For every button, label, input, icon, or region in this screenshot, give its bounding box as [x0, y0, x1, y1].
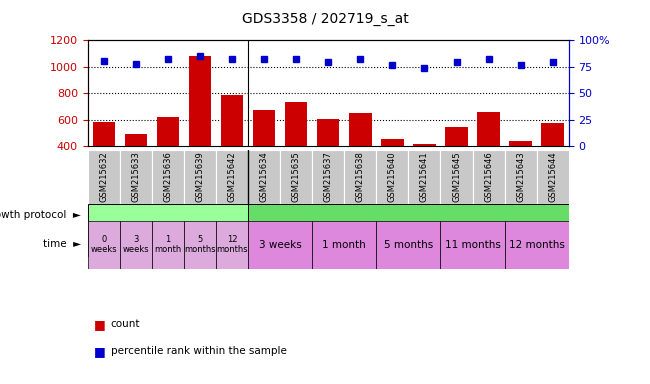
- Bar: [125, 134, 147, 146]
- Text: GSM215637: GSM215637: [324, 151, 333, 202]
- Text: GSM215636: GSM215636: [163, 151, 172, 202]
- Text: androgen-deprived: androgen-deprived: [355, 225, 462, 235]
- Bar: [216, 221, 248, 269]
- Bar: [120, 150, 152, 204]
- Text: GSM215635: GSM215635: [292, 151, 301, 202]
- Text: ■: ■: [94, 318, 110, 331]
- Bar: [157, 117, 179, 146]
- Text: GSM215638: GSM215638: [356, 151, 365, 202]
- Text: ■: ■: [94, 345, 110, 358]
- Bar: [441, 221, 504, 269]
- Bar: [477, 112, 500, 146]
- Bar: [216, 150, 248, 204]
- Text: growth protocol  ►: growth protocol ►: [0, 210, 81, 220]
- Text: GSM215646: GSM215646: [484, 151, 493, 202]
- Bar: [408, 150, 441, 204]
- Bar: [376, 221, 441, 269]
- Bar: [376, 150, 408, 204]
- Bar: [445, 127, 468, 146]
- Bar: [504, 150, 537, 204]
- Bar: [248, 204, 569, 257]
- Bar: [88, 204, 248, 257]
- Bar: [152, 150, 184, 204]
- Bar: [248, 221, 312, 269]
- Bar: [120, 221, 152, 269]
- Bar: [285, 103, 307, 146]
- Text: count: count: [111, 319, 140, 329]
- Text: GSM215634: GSM215634: [259, 151, 268, 202]
- Bar: [248, 150, 280, 204]
- Bar: [344, 150, 376, 204]
- Bar: [280, 150, 312, 204]
- Bar: [317, 119, 339, 146]
- Text: 5 months: 5 months: [384, 240, 433, 250]
- Text: GSM215643: GSM215643: [516, 151, 525, 202]
- Bar: [152, 221, 184, 269]
- Text: 1
month: 1 month: [154, 235, 181, 255]
- Bar: [184, 221, 216, 269]
- Bar: [312, 221, 376, 269]
- Text: 0
weeks: 0 weeks: [90, 235, 117, 255]
- Text: 11 months: 11 months: [445, 240, 500, 250]
- Bar: [381, 139, 404, 146]
- Bar: [184, 150, 216, 204]
- Text: 5
months: 5 months: [184, 235, 216, 255]
- Bar: [253, 109, 276, 146]
- Bar: [413, 144, 436, 146]
- Text: GSM215632: GSM215632: [99, 151, 109, 202]
- Text: 1 month: 1 month: [322, 240, 366, 250]
- Text: GSM215641: GSM215641: [420, 151, 429, 202]
- Text: GSM215640: GSM215640: [388, 151, 397, 202]
- Bar: [541, 123, 564, 146]
- Bar: [504, 221, 569, 269]
- Text: GSM215645: GSM215645: [452, 151, 461, 202]
- Bar: [441, 150, 473, 204]
- Text: GSM215639: GSM215639: [196, 151, 205, 202]
- Bar: [349, 113, 372, 146]
- Text: 3
weeks: 3 weeks: [123, 235, 149, 255]
- Bar: [221, 95, 243, 146]
- Text: percentile rank within the sample: percentile rank within the sample: [111, 346, 287, 356]
- Text: GSM215642: GSM215642: [227, 151, 237, 202]
- Text: control: control: [149, 225, 187, 235]
- Text: GDS3358 / 202719_s_at: GDS3358 / 202719_s_at: [242, 12, 408, 25]
- Text: GSM215644: GSM215644: [548, 151, 557, 202]
- Bar: [473, 150, 504, 204]
- Bar: [88, 150, 120, 204]
- Text: 3 weeks: 3 weeks: [259, 240, 302, 250]
- Bar: [312, 150, 344, 204]
- Text: 12 months: 12 months: [509, 240, 565, 250]
- Bar: [537, 150, 569, 204]
- Bar: [92, 121, 115, 146]
- Bar: [188, 56, 211, 146]
- Bar: [510, 141, 532, 146]
- Bar: [88, 221, 120, 269]
- Text: GSM215633: GSM215633: [131, 151, 140, 202]
- Text: time  ►: time ►: [43, 239, 81, 249]
- Text: 12
months: 12 months: [216, 235, 248, 255]
